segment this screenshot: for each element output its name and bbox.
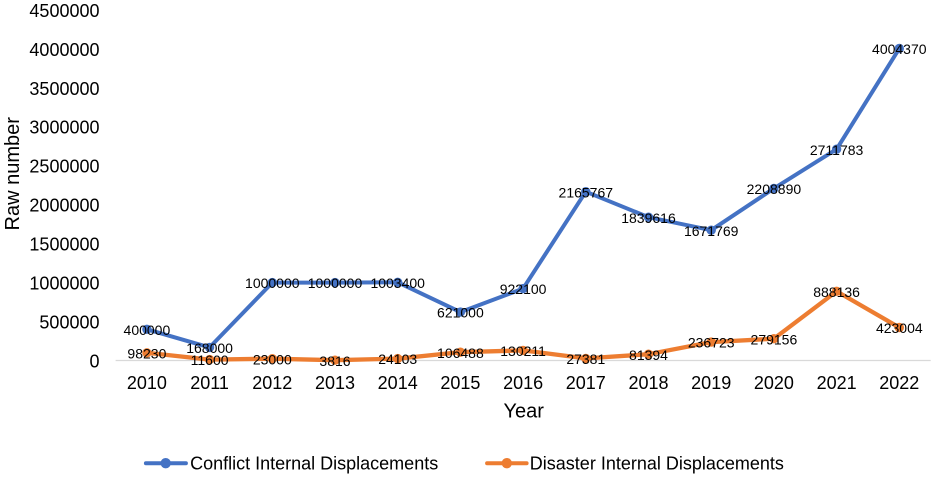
svg-text:Disaster Internal Displacement: Disaster Internal Displacements bbox=[530, 453, 784, 473]
svg-text:2018: 2018 bbox=[628, 373, 668, 393]
svg-text:1839616: 1839616 bbox=[621, 210, 676, 226]
svg-text:888136: 888136 bbox=[813, 284, 860, 300]
svg-text:423004: 423004 bbox=[876, 320, 923, 336]
svg-text:2208890: 2208890 bbox=[747, 181, 802, 197]
svg-text:621000: 621000 bbox=[437, 305, 484, 321]
svg-text:2015: 2015 bbox=[440, 373, 480, 393]
svg-text:3500000: 3500000 bbox=[29, 79, 99, 99]
svg-text:2010: 2010 bbox=[127, 373, 167, 393]
svg-text:1000000: 1000000 bbox=[29, 274, 99, 294]
svg-text:3816: 3816 bbox=[319, 353, 350, 369]
svg-text:2013: 2013 bbox=[315, 373, 355, 393]
svg-text:Conflict Internal Displacement: Conflict Internal Displacements bbox=[190, 453, 438, 473]
svg-text:4500000: 4500000 bbox=[29, 1, 99, 21]
svg-text:2016: 2016 bbox=[503, 373, 543, 393]
svg-text:81394: 81394 bbox=[629, 347, 668, 363]
svg-text:2019: 2019 bbox=[691, 373, 731, 393]
svg-text:4000000: 4000000 bbox=[29, 40, 99, 60]
svg-text:1500000: 1500000 bbox=[29, 235, 99, 255]
svg-text:2020: 2020 bbox=[754, 373, 794, 393]
svg-text:1000000: 1000000 bbox=[308, 275, 363, 291]
svg-text:2022: 2022 bbox=[879, 373, 919, 393]
svg-text:400000: 400000 bbox=[124, 322, 171, 338]
svg-text:23000: 23000 bbox=[253, 351, 292, 367]
svg-text:2711783: 2711783 bbox=[810, 142, 864, 158]
svg-text:27381: 27381 bbox=[566, 351, 605, 367]
svg-text:0: 0 bbox=[89, 352, 99, 372]
svg-text:106488: 106488 bbox=[437, 345, 484, 361]
svg-text:500000: 500000 bbox=[39, 313, 99, 333]
svg-text:168000: 168000 bbox=[186, 340, 233, 356]
svg-text:11600: 11600 bbox=[191, 352, 229, 368]
svg-text:2017: 2017 bbox=[566, 373, 606, 393]
svg-text:Year: Year bbox=[503, 400, 544, 422]
svg-text:922100: 922100 bbox=[500, 281, 547, 297]
svg-text:2165767: 2165767 bbox=[559, 184, 614, 200]
svg-text:130211: 130211 bbox=[500, 343, 546, 359]
svg-text:2011: 2011 bbox=[190, 373, 229, 393]
svg-text:2014: 2014 bbox=[378, 373, 418, 393]
svg-text:1003400: 1003400 bbox=[370, 275, 425, 291]
svg-text:2012: 2012 bbox=[252, 373, 292, 393]
svg-text:2021: 2021 bbox=[817, 373, 857, 393]
svg-text:Raw number: Raw number bbox=[2, 117, 24, 231]
svg-text:24103: 24103 bbox=[378, 351, 417, 367]
svg-text:1000000: 1000000 bbox=[245, 275, 300, 291]
svg-text:4004370: 4004370 bbox=[872, 41, 927, 57]
svg-text:3000000: 3000000 bbox=[29, 118, 99, 138]
svg-text:98230: 98230 bbox=[127, 345, 166, 361]
svg-text:2500000: 2500000 bbox=[29, 157, 99, 177]
svg-text:2000000: 2000000 bbox=[29, 196, 99, 216]
svg-text:279156: 279156 bbox=[751, 331, 798, 347]
svg-text:1671769: 1671769 bbox=[684, 223, 739, 239]
svg-text:236723: 236723 bbox=[688, 335, 735, 351]
